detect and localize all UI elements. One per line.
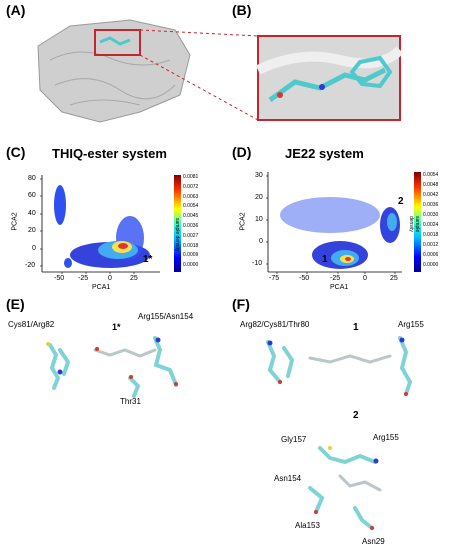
e-residue-cys81-arg82: Cys81/Arg82	[8, 320, 55, 329]
panel-b-label: (B)	[232, 2, 252, 18]
panel-a-label: (A)	[6, 2, 26, 18]
e-ligand-label: 1*	[112, 322, 121, 332]
d-xtick--75: -75	[269, 275, 280, 282]
c-ytick-60: 60	[28, 192, 36, 199]
f1-residue-arg82-cys81-thr80: Arg82/Cys81/Thr80	[240, 320, 310, 329]
panel-c-title: THIQ-ester system	[52, 146, 167, 161]
d-xlabel: PCA1	[330, 284, 349, 291]
d-xtick--25: -25	[330, 275, 341, 282]
c-ytick-0: 0	[32, 245, 36, 252]
f2-residue-asn154: Asn154	[274, 474, 302, 483]
e-residue-thr31: Thr31	[120, 397, 141, 406]
c-colorbar-ticks: 0.0081 0.0072 0.0063 0.0054 0.0045 0.003…	[183, 174, 199, 269]
d-ytick-10: 10	[255, 216, 263, 223]
c-annotation: 1*	[143, 254, 153, 265]
d-xtick-0: 0	[363, 275, 367, 282]
c-xtick--25: -25	[78, 275, 89, 282]
f-cluster1-label: 1	[353, 322, 359, 333]
panel-d-title: JE22 system	[285, 146, 364, 161]
panel-c-label: (C)	[6, 144, 26, 160]
c-xtick-0: 0	[108, 275, 112, 282]
d-ytick-20: 20	[255, 194, 263, 201]
panel-f-label: (F)	[232, 296, 250, 312]
f2-residue-arg155: Arg155	[373, 433, 399, 442]
d-ytick-30: 30	[255, 172, 263, 179]
c-ytick-40: 40	[28, 210, 36, 217]
c-xtick--50: -50	[54, 275, 65, 282]
f2-residue-ala153: Ala153	[295, 521, 320, 530]
d-colorbar-ticks: 0.0054 0.0048 0.0042 0.0036 0.0030 0.002…	[423, 172, 439, 268]
c-ytick-80: 80	[28, 175, 36, 182]
e-residue-arg155-asn154: Arg155/Asn154	[138, 312, 194, 321]
f-cluster2-label: 2	[353, 410, 359, 421]
d-ytick-0: 0	[259, 238, 263, 245]
panel-d-label: (D)	[232, 144, 252, 160]
f2-residue-asn29: Asn29	[362, 537, 385, 546]
f2-residue-gly157: Gly157	[281, 435, 307, 444]
c-ytick--20: -20	[25, 262, 36, 269]
d-xtick--50: -50	[299, 275, 310, 282]
c-xlabel: PCA1	[92, 284, 111, 291]
c-xtick-25: 25	[130, 275, 138, 282]
d-ytick--10: -10	[252, 260, 263, 267]
d-annotation-1: 1	[322, 254, 328, 265]
panel-e-label: (E)	[6, 296, 25, 312]
d-annotation-2: 2	[398, 196, 404, 207]
c-ytick-20: 20	[28, 227, 36, 234]
d-xtick-25: 25	[390, 275, 398, 282]
f1-residue-arg155: Arg155	[398, 320, 424, 329]
